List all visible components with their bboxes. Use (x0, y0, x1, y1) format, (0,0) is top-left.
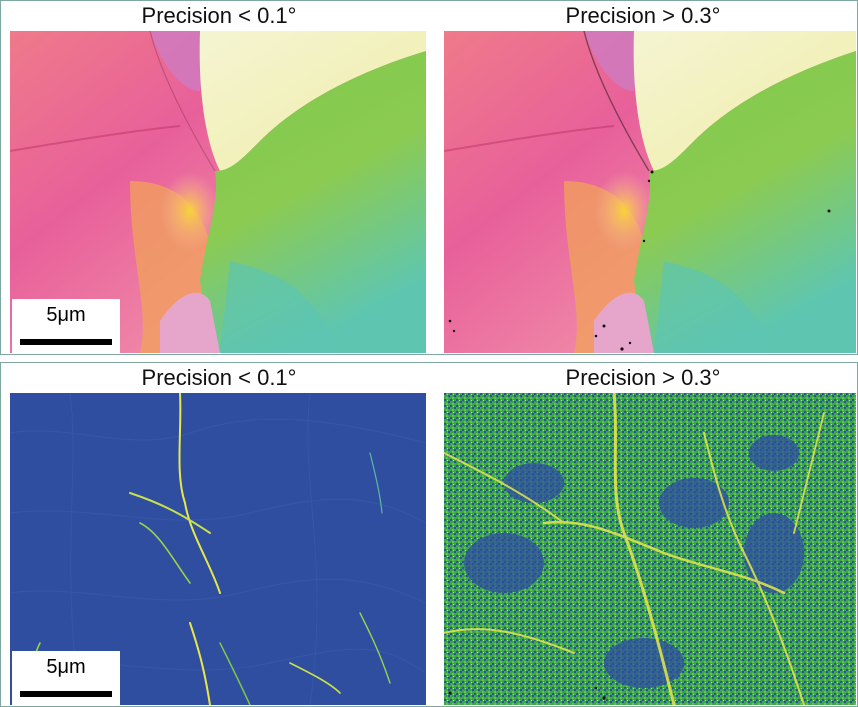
top-left-title: Precision < 0.1° (141, 3, 297, 28)
bottom-left-title: Precision < 0.1° (141, 365, 297, 390)
bottom-scale-label: 5μm (46, 656, 86, 678)
bottom-left-kam-map: 5μm (10, 393, 426, 705)
top-scale-label: 5μm (46, 304, 86, 326)
bottom-right-title: Precision > 0.3° (565, 365, 721, 390)
top-left-orientation-map: 5μm (10, 31, 426, 353)
bottom-scale-line (20, 691, 112, 697)
bottom-right-kam-map (444, 393, 856, 705)
top-right-title: Precision > 0.3° (565, 3, 721, 28)
bottom-scale-bar: 5μm (12, 651, 120, 705)
top-panel: Precision < 0.1° Precision > 0.3° (0, 0, 858, 355)
bottom-panel: Precision < 0.1° Precision > 0.3° (0, 362, 858, 707)
top-right-orientation-map (444, 31, 856, 353)
top-scale-bar: 5μm (12, 299, 120, 353)
top-scale-line (20, 339, 112, 345)
